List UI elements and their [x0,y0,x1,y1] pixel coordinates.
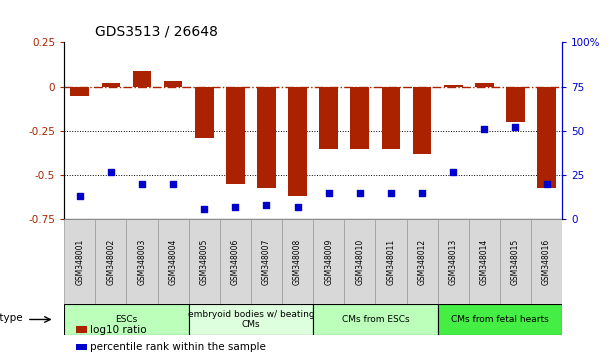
Point [106,169,115,175]
Bar [164,81,183,87]
Bar [288,87,307,196]
Bar [320,87,338,149]
Point [386,190,396,196]
Bar [313,219,344,304]
Bar [469,219,500,304]
Bar [375,219,406,304]
Text: GSM348005: GSM348005 [200,239,209,285]
Bar [351,87,369,149]
Bar [406,219,437,304]
Bar [126,219,158,304]
Bar [413,87,431,154]
Point [230,204,240,210]
Text: GDS3513 / 26648: GDS3513 / 26648 [95,25,218,39]
Text: GSM348004: GSM348004 [169,239,178,285]
Point [324,190,334,196]
Text: GSM348010: GSM348010 [356,239,364,285]
Bar [64,304,189,335]
Bar [189,304,313,335]
Point [168,181,178,187]
Text: percentile rank within the sample: percentile rank within the sample [90,342,266,352]
Point [448,169,458,175]
Point [199,206,209,212]
Point [511,125,521,130]
Text: ESCs: ESCs [115,315,137,324]
Bar [475,83,494,87]
Text: cell type: cell type [0,313,23,323]
Text: CMs from fetal hearts: CMs from fetal hearts [451,315,549,324]
Point [137,181,147,187]
Bar [251,219,282,304]
Bar [257,87,276,188]
Point [262,202,271,208]
Text: GSM348008: GSM348008 [293,239,302,285]
Text: GSM348011: GSM348011 [386,239,395,285]
Bar [382,87,400,149]
Bar [313,304,437,335]
Text: GSM348016: GSM348016 [542,239,551,285]
Bar [506,87,525,122]
Bar [500,219,531,304]
Bar [282,219,313,304]
Text: GSM348003: GSM348003 [137,239,147,285]
Point [480,126,489,132]
Text: GSM348002: GSM348002 [106,239,115,285]
Text: GSM348009: GSM348009 [324,239,333,285]
Point [542,181,552,187]
Text: GSM348006: GSM348006 [231,239,240,285]
Bar [133,71,152,87]
Text: log10 ratio: log10 ratio [90,325,147,335]
Bar [101,83,120,87]
Text: GSM348013: GSM348013 [448,239,458,285]
Bar [437,304,562,335]
Bar [437,219,469,304]
Bar [531,219,562,304]
Bar [195,87,214,138]
Bar [189,219,220,304]
Bar [537,87,556,188]
Text: GSM348007: GSM348007 [262,239,271,285]
Point [355,190,365,196]
Bar [70,87,89,96]
Bar [95,219,126,304]
Bar [444,85,463,87]
Text: GSM348015: GSM348015 [511,239,520,285]
Text: GSM348012: GSM348012 [417,239,426,285]
Bar [226,87,244,184]
Point [75,194,84,199]
Bar [158,219,189,304]
Text: GSM348014: GSM348014 [480,239,489,285]
Point [293,204,302,210]
Point [417,190,427,196]
Bar [64,219,95,304]
Text: CMs from ESCs: CMs from ESCs [342,315,409,324]
Text: embryoid bodies w/ beating
CMs: embryoid bodies w/ beating CMs [188,310,314,329]
Bar [220,219,251,304]
Text: GSM348001: GSM348001 [75,239,84,285]
Bar [344,219,375,304]
